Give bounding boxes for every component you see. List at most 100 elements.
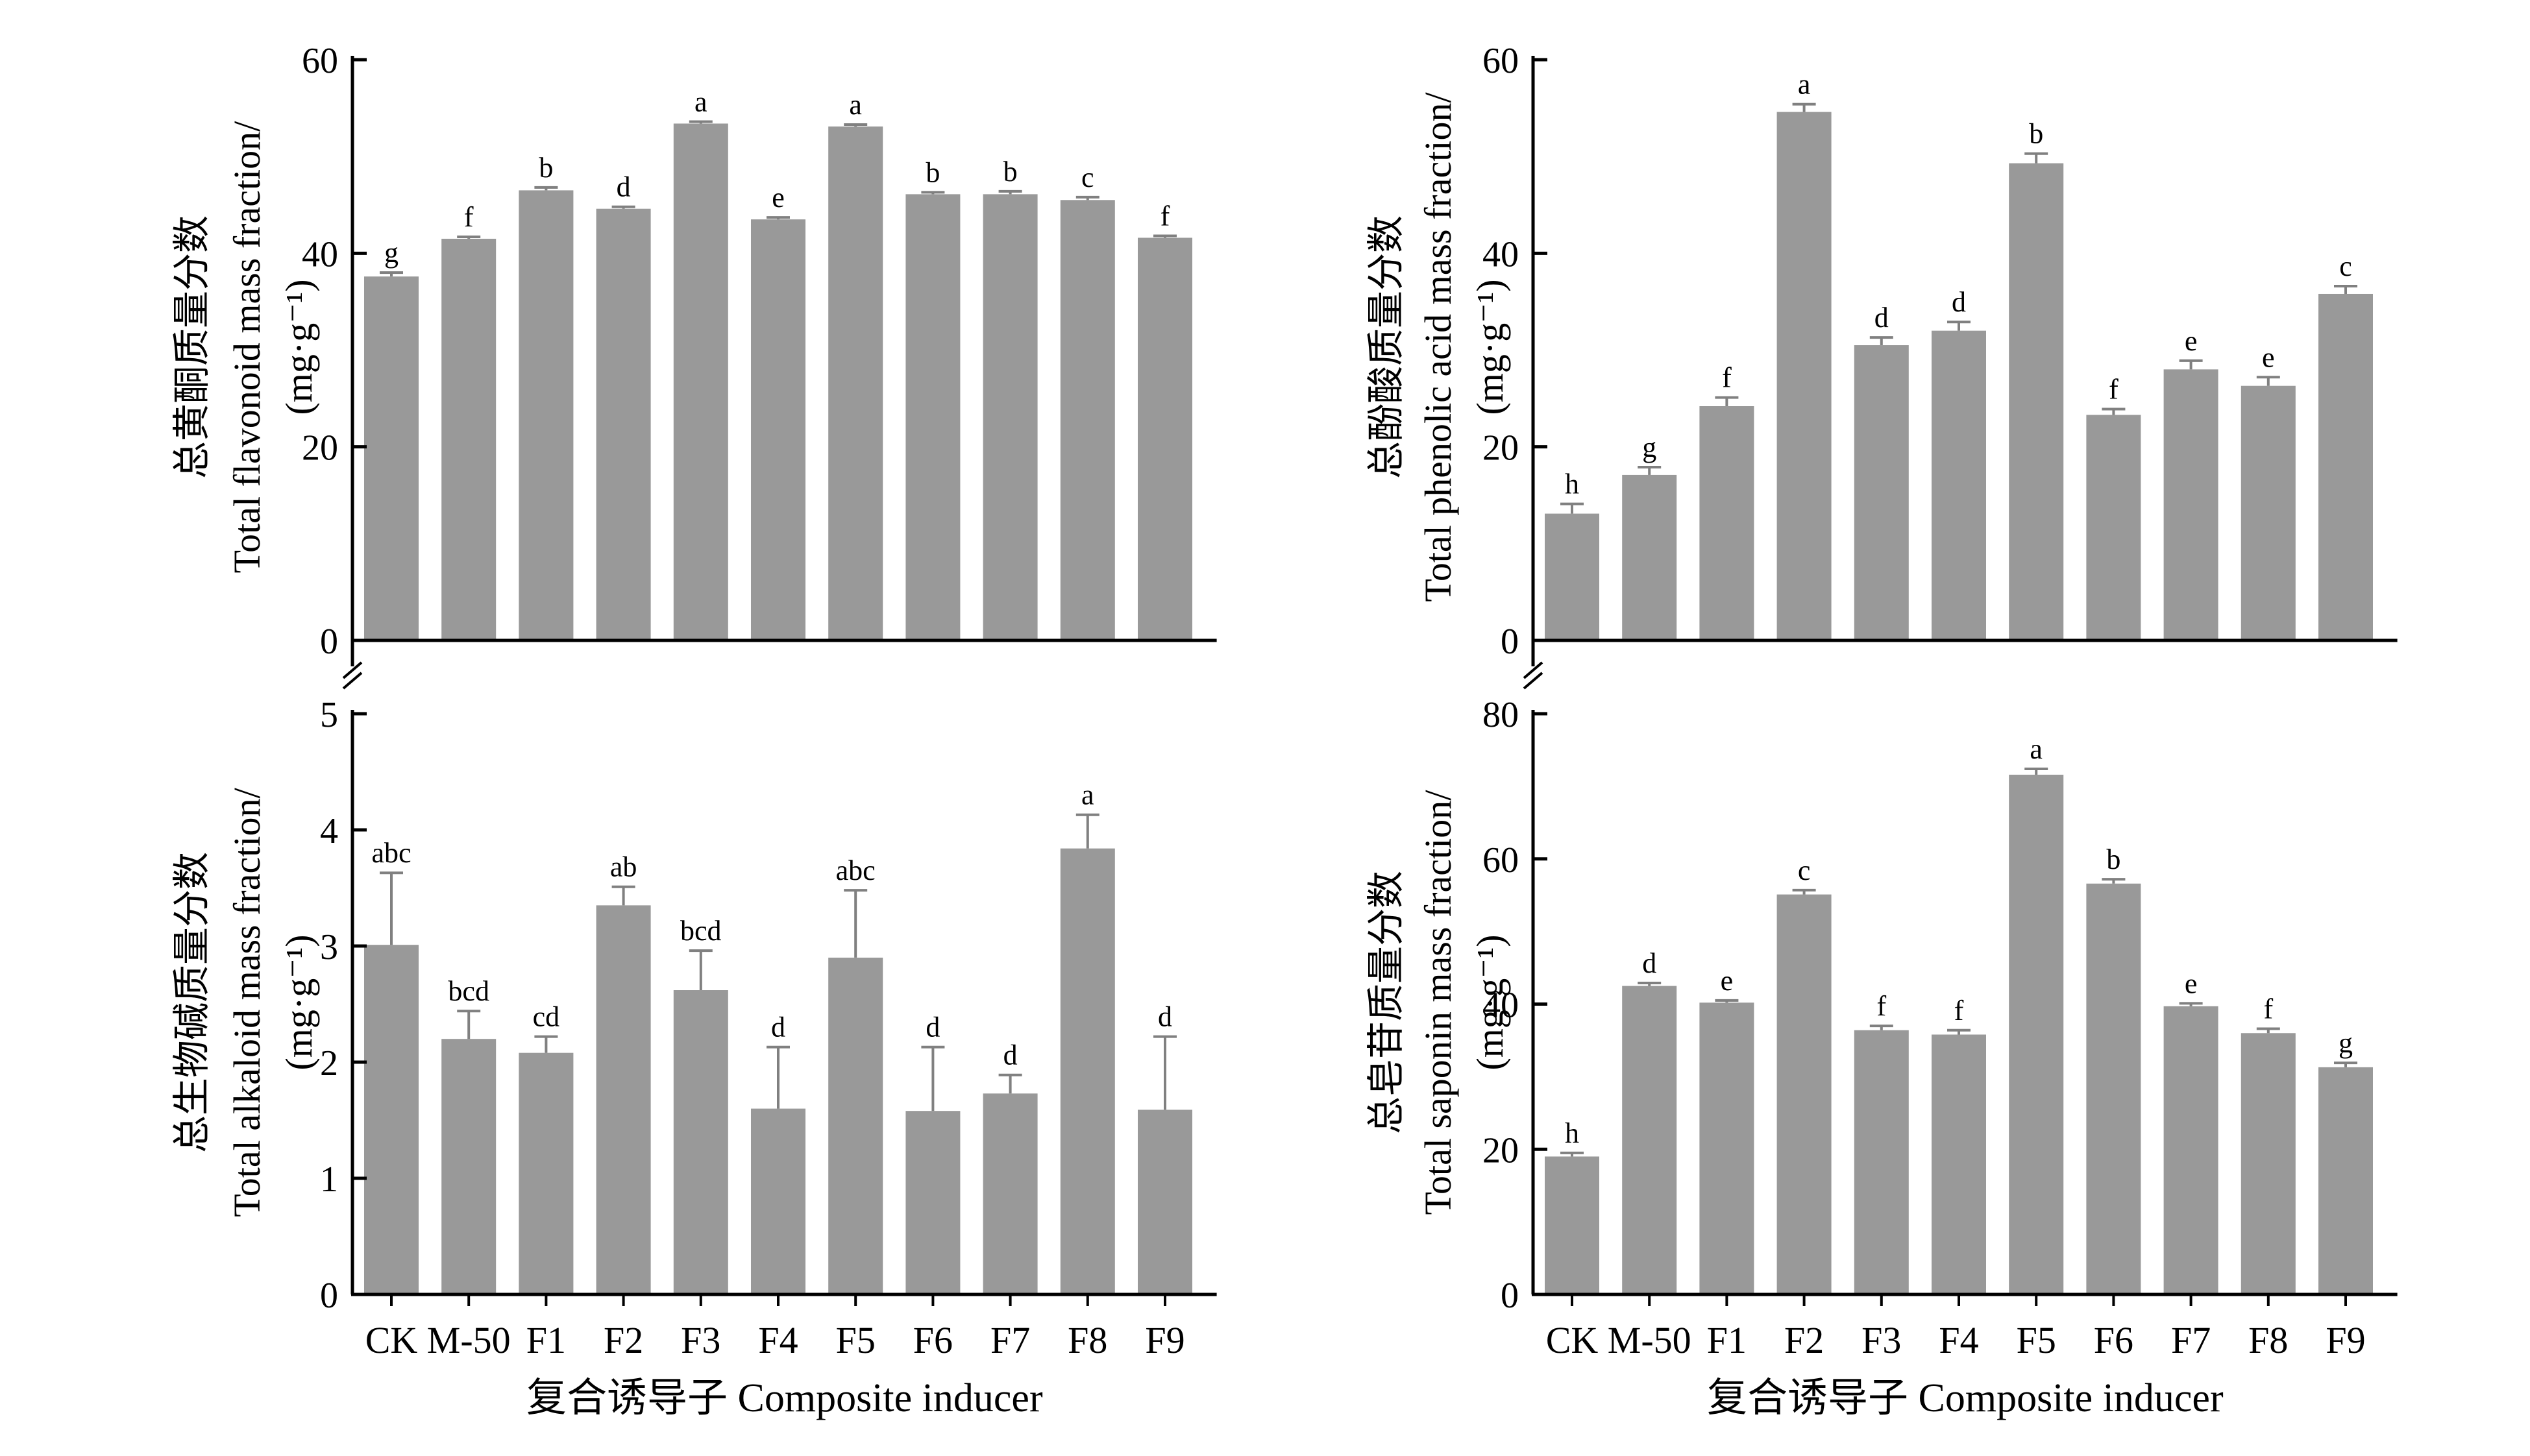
bar-F3 bbox=[673, 990, 728, 1294]
x-tick-label-F4: F4 bbox=[1939, 1319, 1978, 1361]
x-tick-label-F9: F9 bbox=[2326, 1319, 2365, 1361]
significance-label-F4: d bbox=[1952, 286, 1966, 318]
bar-F6 bbox=[905, 194, 961, 640]
axis-break-mark bbox=[342, 672, 363, 690]
x-axis-label: 复合诱导子 Composite inducer bbox=[526, 1376, 1043, 1420]
significance-label-F2: c bbox=[1798, 855, 1811, 886]
significance-label-F5: b bbox=[2029, 118, 2043, 150]
significance-label-F9: c bbox=[2339, 250, 2352, 282]
bar-F3 bbox=[673, 123, 728, 640]
x-tick-label-F8: F8 bbox=[2248, 1319, 2288, 1361]
x-tick-label-F1: F1 bbox=[526, 1319, 566, 1361]
significance-label-F9: f bbox=[1161, 200, 1170, 232]
significance-label-F6: b bbox=[2106, 843, 2120, 875]
x-tick-label-M-50: M-50 bbox=[427, 1319, 511, 1361]
y-axis-label-line-2: Total saponin mass fraction/ bbox=[1417, 790, 1459, 1215]
x-tick-label-F5: F5 bbox=[2017, 1319, 2056, 1361]
significance-label-F5: abc bbox=[836, 855, 876, 886]
bar-F8 bbox=[1060, 848, 1115, 1294]
bar-F6 bbox=[2086, 415, 2141, 640]
significance-label-M-50: bcd bbox=[448, 975, 489, 1007]
significance-label-F2: d bbox=[617, 171, 631, 203]
significance-label-F8: e bbox=[2262, 341, 2275, 373]
bar-F5 bbox=[828, 126, 883, 641]
y-axis-label-line-1: 总皂苷质量分数 bbox=[1365, 871, 1407, 1134]
x-tick-label-F7: F7 bbox=[2171, 1319, 2211, 1361]
significance-label-F7: b bbox=[1003, 156, 1018, 188]
y-tick-label: 60 bbox=[302, 41, 338, 81]
significance-label-CK: g bbox=[384, 237, 399, 269]
chart-panel-3: abc bcd cd ab bcd d abc d d a d 0 1 2 3 4 5 CK M-50 F1 F2 F3 F… bbox=[171, 695, 1217, 1420]
y-tick-label: 5 bbox=[320, 695, 338, 735]
x-tick-label-F8: F8 bbox=[1068, 1319, 1107, 1361]
significance-label-F5: a bbox=[2030, 733, 2043, 765]
y-tick-label: 60 bbox=[1482, 840, 1519, 880]
significance-label-M-50: f bbox=[464, 201, 474, 233]
significance-label-F4: d bbox=[771, 1012, 785, 1043]
bar-F7 bbox=[2163, 369, 2218, 640]
bar-F4 bbox=[751, 219, 805, 640]
x-tick-label-F9: F9 bbox=[1145, 1319, 1185, 1361]
bar-CK bbox=[1545, 513, 1599, 640]
bar-F5 bbox=[2009, 774, 2064, 1294]
significance-label-F6: f bbox=[2109, 373, 2119, 405]
significance-label-F9: g bbox=[2339, 1027, 2353, 1059]
bar-M-50 bbox=[441, 1039, 497, 1294]
y-axis-label-line-3: (mg·g⁻¹) bbox=[278, 934, 320, 1070]
bar-F2 bbox=[1776, 894, 1832, 1294]
y-tick-label: 3 bbox=[320, 927, 338, 967]
bar-CK bbox=[364, 276, 419, 641]
bar-M-50 bbox=[441, 238, 497, 640]
bar-F2 bbox=[1776, 112, 1832, 641]
significance-label-F2: a bbox=[1798, 69, 1811, 101]
chart-panel-1: g f b d a e a b b c f 0 20 40 60 总黄酮质量分数 Total flavonoid… bbox=[171, 41, 1217, 690]
x-tick-label-M-50: M-50 bbox=[1608, 1319, 1691, 1361]
y-tick-label: 2 bbox=[320, 1043, 338, 1084]
y-axis-label-line-2: Total flavonoid mass fraction/ bbox=[226, 121, 268, 573]
bar-F9 bbox=[1138, 237, 1192, 640]
significance-label-F4: e bbox=[772, 182, 785, 213]
y-axis-label-line-3: (mg·g⁻¹) bbox=[278, 279, 320, 415]
y-axis-label-line-2: Total phenolic acid mass fraction/ bbox=[1417, 92, 1459, 602]
x-tick-label-F3: F3 bbox=[681, 1319, 720, 1361]
bar-F5 bbox=[828, 957, 883, 1294]
y-tick-label: 40 bbox=[1482, 234, 1519, 274]
bar-F1 bbox=[519, 1052, 574, 1294]
significance-label-F5: a bbox=[849, 89, 862, 121]
bar-M-50 bbox=[1622, 474, 1677, 640]
bar-F4 bbox=[751, 1108, 805, 1294]
significance-label-F1: f bbox=[1722, 362, 1732, 394]
significance-label-F3: d bbox=[1874, 302, 1889, 334]
significance-label-F8: f bbox=[2263, 993, 2273, 1025]
axis-break-mark bbox=[1523, 661, 1543, 679]
significance-label-F3: f bbox=[1876, 990, 1886, 1022]
significance-label-M-50: d bbox=[1642, 947, 1656, 979]
bar-F7 bbox=[983, 1093, 1038, 1294]
bar-F5 bbox=[2009, 163, 2064, 640]
bar-F6 bbox=[905, 1111, 961, 1294]
y-tick-label: 40 bbox=[302, 234, 338, 274]
y-axis-label-line-1: 总酚酸质量分数 bbox=[1365, 215, 1407, 479]
significance-label-CK: h bbox=[1565, 468, 1579, 500]
y-tick-label: 4 bbox=[320, 811, 338, 851]
significance-label-F6: b bbox=[926, 156, 940, 188]
bar-F3 bbox=[1854, 1030, 1909, 1294]
bar-F7 bbox=[2163, 1006, 2218, 1294]
significance-label-F2: ab bbox=[610, 851, 637, 883]
y-axis-label-line-3: (mg·g⁻¹) bbox=[1469, 934, 1511, 1070]
x-tick-label-CK: CK bbox=[365, 1319, 418, 1361]
significance-label-F9: d bbox=[1158, 1001, 1172, 1033]
chart-panel-4: h d e c f f a b e f g 0 20 40 60 80 CK M-50 F1 F2 F3 F4 F5 F6 F7… bbox=[1365, 695, 2398, 1420]
y-axis-label-line-1: 总生物碱质量分数 bbox=[171, 852, 213, 1153]
significance-label-F7: e bbox=[2185, 967, 2198, 999]
chart-panel-2: h g f a d d b f e e c 0 20 40 60 总酚酸质量分数 Total phenolic … bbox=[1365, 41, 2398, 690]
bar-F1 bbox=[1699, 1002, 1754, 1294]
x-tick-label-F6: F6 bbox=[2094, 1319, 2133, 1361]
significance-label-F1: b bbox=[539, 152, 553, 184]
x-tick-label-F7: F7 bbox=[990, 1319, 1030, 1361]
significance-label-CK: h bbox=[1565, 1117, 1579, 1149]
x-tick-label-F6: F6 bbox=[913, 1319, 953, 1361]
y-tick-label: 0 bbox=[1501, 622, 1519, 662]
bar-F9 bbox=[2318, 1067, 2373, 1294]
